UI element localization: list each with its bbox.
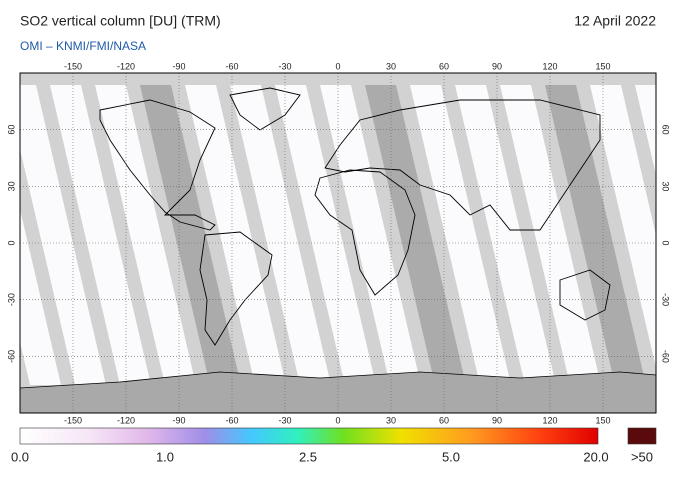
lon-tick-label-top: 30 bbox=[386, 61, 396, 71]
lon-tick-label-bottom: 30 bbox=[386, 415, 396, 425]
lon-tick-label-bottom: 0 bbox=[335, 415, 340, 425]
date: 12 April 2022 bbox=[574, 13, 656, 29]
lon-tick-label-bottom: -120 bbox=[117, 415, 135, 425]
swath bbox=[320, 85, 421, 385]
swath bbox=[95, 85, 196, 385]
lon-tick-label-bottom: -60 bbox=[225, 415, 238, 425]
lat-tick-label-right: 60 bbox=[661, 125, 671, 135]
lat-tick-label-left: 60 bbox=[6, 125, 16, 135]
swath bbox=[545, 85, 646, 385]
colorbar-overflow bbox=[627, 427, 657, 445]
lon-tick-label-top: 90 bbox=[492, 61, 502, 71]
lon-tick-label-top: 150 bbox=[595, 61, 610, 71]
swath bbox=[500, 85, 601, 385]
lon-tick-label-bottom: 60 bbox=[439, 415, 449, 425]
lat-tick-label-right: -60 bbox=[661, 350, 671, 363]
lon-tick-label-top: -60 bbox=[225, 61, 238, 71]
lon-tick-label-bottom: -150 bbox=[64, 415, 82, 425]
swath bbox=[140, 85, 241, 385]
lat-tick-label-right: 0 bbox=[661, 240, 671, 245]
swath bbox=[185, 85, 286, 385]
subtitle: OMI – KNMI/FMI/NASA bbox=[20, 39, 146, 53]
lon-tick-label-top: 120 bbox=[542, 61, 557, 71]
lat-tick-label-left: 30 bbox=[6, 181, 16, 191]
title: SO2 vertical column [DU] (TRM) bbox=[20, 13, 221, 29]
lon-tick-label-top: -120 bbox=[117, 61, 135, 71]
lon-tick-label-bottom: 150 bbox=[595, 415, 610, 425]
lon-tick-label-top: -150 bbox=[64, 61, 82, 71]
map-frame bbox=[19, 72, 657, 414]
swaths bbox=[20, 85, 656, 385]
map-ticks: -150 -150 -120 -120 -90 -90 -60 -60 -30 -30 0 0 30 30… bbox=[6, 61, 670, 425]
map-area bbox=[20, 73, 656, 413]
colorbar-label: 1.0 bbox=[156, 449, 174, 464]
lon-tick-label-top: -90 bbox=[172, 61, 185, 71]
lat-tick-label-left: 0 bbox=[6, 240, 16, 245]
swath bbox=[590, 85, 656, 368]
lat-tick-label-right: -30 bbox=[661, 293, 671, 306]
lon-tick-label-top: 60 bbox=[439, 61, 449, 71]
swath bbox=[455, 85, 556, 385]
lon-tick-label-bottom: -30 bbox=[278, 415, 291, 425]
swath bbox=[275, 85, 376, 385]
swath bbox=[20, 209, 61, 385]
lon-tick-label-bottom: -90 bbox=[172, 415, 185, 425]
lon-tick-label-top: 0 bbox=[335, 61, 340, 71]
swath bbox=[635, 85, 656, 175]
lat-tick-label-left: -30 bbox=[6, 293, 16, 306]
colorbar-label: 5.0 bbox=[442, 449, 460, 464]
colorbar-label: 0.0 bbox=[11, 449, 29, 464]
lat-tick-label-left: -60 bbox=[6, 350, 16, 363]
lat-tick-label-right: 30 bbox=[661, 181, 671, 191]
swath bbox=[230, 85, 331, 385]
lon-tick-label-bottom: 120 bbox=[542, 415, 557, 425]
colorbar bbox=[19, 427, 599, 445]
swath bbox=[410, 85, 511, 385]
colorbar-label: 2.5 bbox=[299, 449, 317, 464]
lon-tick-label-top: -30 bbox=[278, 61, 291, 71]
graticule bbox=[20, 73, 656, 413]
colorbar-label: 20.0 bbox=[583, 449, 608, 464]
colorbar-overflow-label: >50 bbox=[631, 449, 653, 464]
swath bbox=[20, 85, 106, 385]
swath bbox=[365, 85, 466, 385]
colorbar-labels: 0.0 1.0 2.5 5.0 20.0 bbox=[11, 449, 609, 464]
lon-tick-label-bottom: 90 bbox=[492, 415, 502, 425]
